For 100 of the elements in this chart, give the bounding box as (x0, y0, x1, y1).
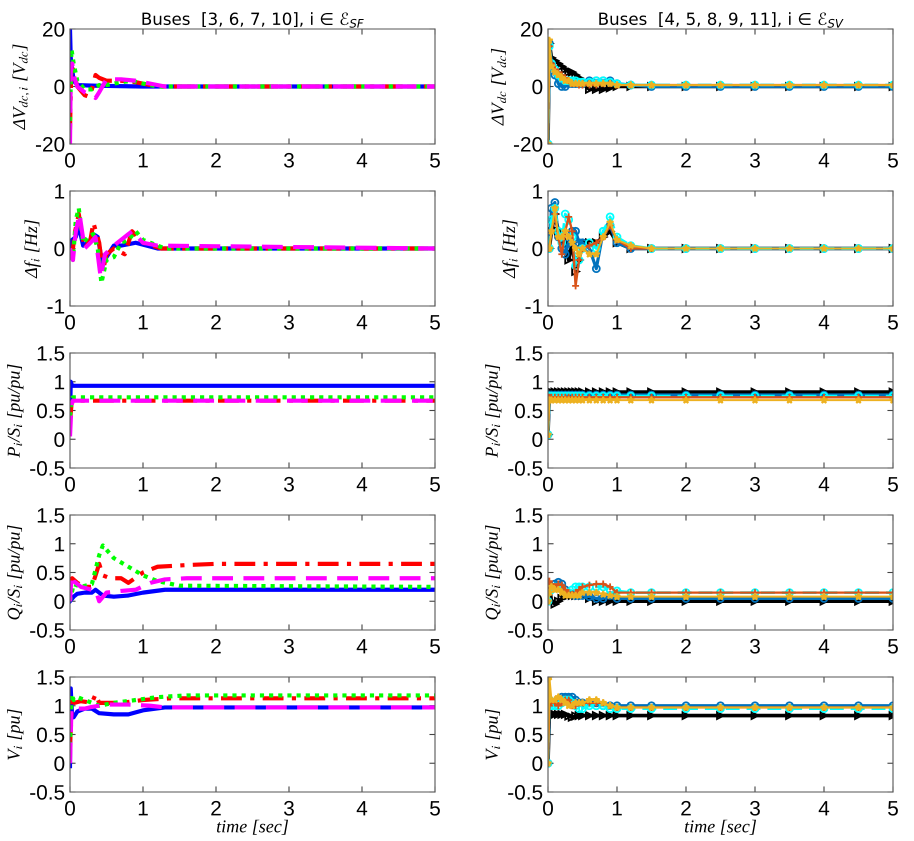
x-tick-label: 5 (430, 801, 440, 816)
y-axis-title: V$_{i}$ [pu] (485, 709, 502, 760)
y-tick-label: 0 (532, 432, 542, 448)
x-tick-label: 0 (543, 638, 553, 654)
x-tick-label: 1 (138, 315, 148, 330)
y-tick-label: 0.5 (514, 404, 542, 418)
y-tick-label: 1.5 (38, 346, 64, 361)
y-tick-label: 0 (54, 242, 64, 256)
y-axis-title: P$_{i}$/S$_{i}$ [pu/pu] (7, 364, 24, 458)
x-tick-label: 3 (750, 314, 760, 330)
y-tick-label: -1 (526, 299, 542, 314)
chart-title: Buses [3, 6, 7, 10], i ∈ ℰ$_{SF}$ (142, 12, 364, 28)
y-tick-label: 20 (43, 22, 64, 37)
x-tick-label: 0 (543, 314, 553, 330)
x-tick-label: 3 (284, 638, 294, 654)
y-tick-label: -0.5 (508, 623, 542, 638)
y-tick-label: 0 (532, 594, 542, 610)
x-tick-label: 4 (818, 639, 830, 654)
x-tick-label: 2 (681, 314, 691, 330)
x-tick-label: 5 (430, 639, 440, 654)
y-tick-label: 1 (533, 698, 542, 714)
x-tick-label: 3 (750, 638, 760, 654)
x-tick-label: 0 (543, 800, 553, 816)
x-tick-label: 0 (543, 152, 553, 168)
y-tick-label: 1 (533, 374, 542, 390)
x-tick-label: 4 (356, 153, 368, 168)
y-tick-label: 20 (521, 22, 542, 37)
y-tick-label: 0.5 (36, 404, 64, 418)
x-tick-label: 3 (750, 152, 760, 168)
y-axis-title: ΔV$_{dc,i}$ [V$_{dc}$] (12, 44, 30, 130)
x-tick-label: 2 (681, 800, 691, 816)
y-tick-label: -0.5 (30, 623, 64, 638)
y-tick-label: 0 (532, 242, 542, 256)
x-tick-label: 5 (430, 477, 440, 492)
x-tick-label: 5 (430, 315, 440, 330)
y-tick-label: 1 (55, 184, 64, 199)
x-tick-label: 4 (356, 477, 368, 492)
y-axis-title: P$_{i}$/S$_{i}$ [pu/pu] (485, 364, 502, 458)
y-tick-label: -1 (48, 299, 64, 314)
y-tick-label: -0.5 (30, 461, 64, 476)
x-tick-label: 1 (138, 801, 148, 816)
x-tick-label: 2 (211, 152, 221, 168)
x-tick-label: 0 (65, 314, 75, 330)
y-axis-title: Δf$_{i}$ [Hz] (502, 220, 519, 279)
x-tick-label: 5 (888, 153, 898, 168)
x-tick-label: 0 (543, 476, 553, 492)
x-tick-label: 2 (211, 638, 221, 654)
x-tick-label: 0 (65, 152, 75, 168)
y-axis-title: V$_{i}$ [pu] (7, 709, 24, 760)
x-tick-label: 3 (750, 800, 760, 816)
x-tick-label: 1 (612, 153, 622, 168)
x-tick-label: 1 (138, 639, 148, 654)
y-tick-label: 0 (54, 432, 64, 448)
x-tick-label: 4 (356, 801, 368, 816)
y-tick-label: 0 (54, 80, 64, 94)
y-tick-label: -0.5 (508, 785, 542, 800)
x-tick-label: 5 (888, 477, 898, 492)
y-tick-label: 1.5 (516, 670, 542, 685)
x-tick-label: 4 (356, 639, 368, 654)
x-tick-label: 2 (681, 152, 691, 168)
y-tick-label: -20 (36, 137, 64, 152)
y-tick-label: 1 (533, 536, 542, 552)
y-tick-label: 1.5 (516, 508, 542, 523)
x-tick-label: 1 (612, 477, 622, 492)
y-tick-label: 0.5 (514, 728, 542, 742)
x-tick-label: 0 (65, 638, 75, 654)
x-tick-label: 2 (681, 476, 691, 492)
y-tick-label: -0.5 (30, 785, 64, 800)
y-tick-label: 0 (532, 80, 542, 94)
x-tick-label: 0 (65, 476, 75, 492)
x-tick-label: 5 (430, 153, 440, 168)
y-tick-label: -0.5 (508, 461, 542, 476)
x-tick-label: 4 (356, 315, 368, 330)
y-tick-label: 1 (533, 184, 542, 199)
x-tick-label: 1 (612, 315, 622, 330)
x-tick-label: 2 (211, 314, 221, 330)
x-tick-label: 4 (818, 477, 830, 492)
x-tick-label: 3 (284, 476, 294, 492)
x-tick-label: 3 (750, 476, 760, 492)
x-tick-label: 5 (888, 315, 898, 330)
x-tick-label: 4 (818, 801, 830, 816)
x-tick-label: 1 (612, 639, 622, 654)
x-tick-label: 0 (65, 800, 75, 816)
y-tick-label: 0 (54, 594, 64, 610)
x-tick-label: 4 (818, 315, 830, 330)
x-tick-label: 4 (818, 153, 830, 168)
x-tick-label: 3 (284, 152, 294, 168)
y-tick-label: 0.5 (36, 566, 64, 580)
y-tick-label: -20 (514, 137, 542, 152)
y-tick-label: 0 (532, 756, 542, 772)
y-axis-title: ΔV$_{dc}$ [V$_{dc}$] (490, 48, 506, 126)
y-tick-label: 0 (54, 756, 64, 772)
x-tick-label: 5 (888, 639, 898, 654)
y-axis-title: Q$_{i}$/S$_{i}$ [pu/pu] (7, 525, 24, 620)
y-tick-label: 1 (55, 698, 64, 714)
chart-title: Buses [4, 5, 8, 9, 11], i ∈ ℰ$_{SV}$ (599, 12, 844, 28)
y-tick-label: 1.5 (38, 670, 64, 685)
y-tick-label: 0.5 (514, 566, 542, 580)
y-tick-label: 1.5 (516, 346, 542, 361)
y-tick-label: 1 (55, 374, 64, 390)
